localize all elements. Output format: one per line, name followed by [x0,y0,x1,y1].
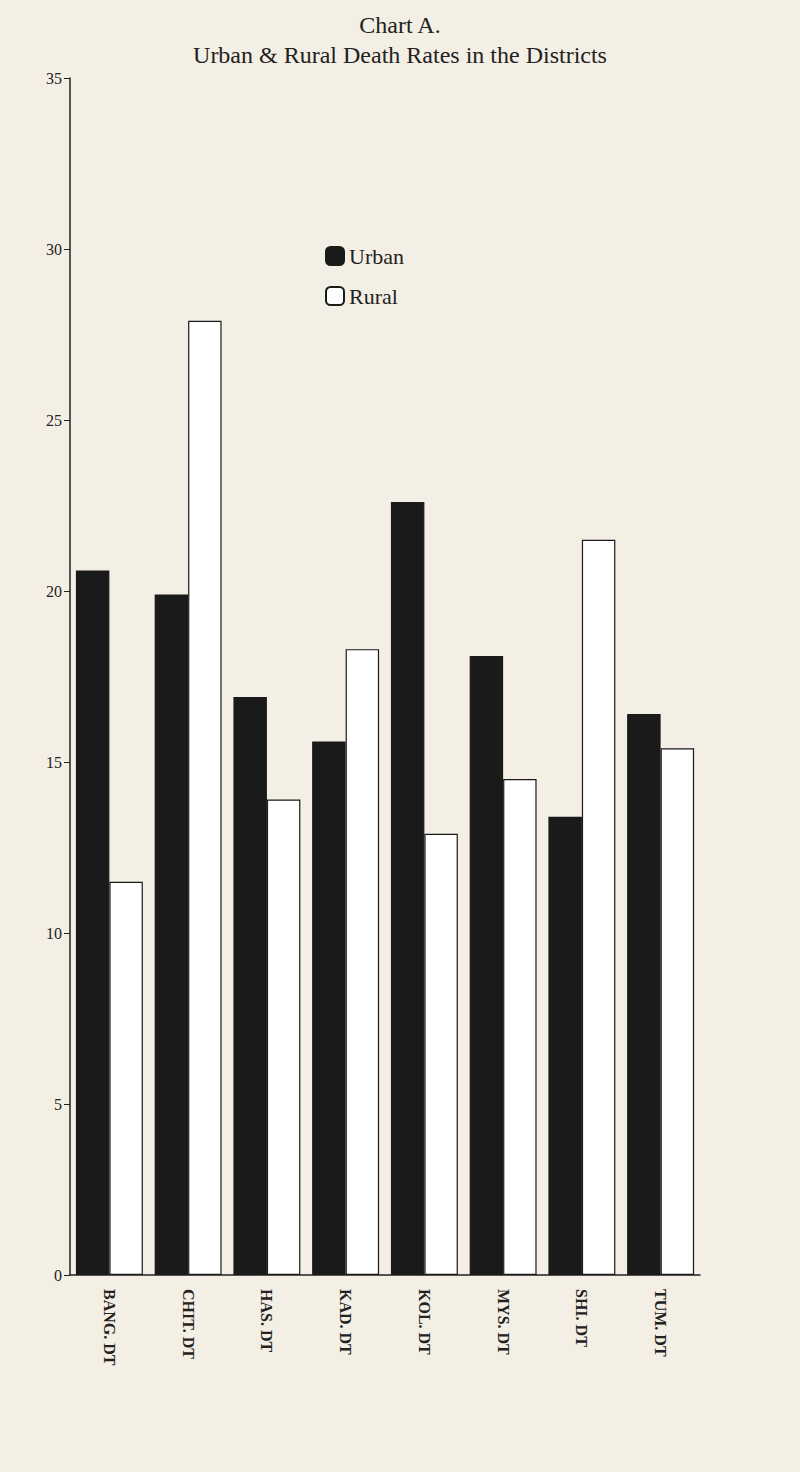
svg-text:Urban: Urban [349,244,404,269]
svg-text:Rural: Rural [349,284,398,309]
svg-text:CHIT. DT: CHIT. DT [180,1289,197,1359]
svg-text:30: 30 [46,241,62,258]
svg-text:HAS. DT: HAS. DT [258,1289,275,1352]
svg-text:0: 0 [54,1267,62,1284]
svg-text:TUM. DT: TUM. DT [652,1289,669,1357]
svg-text:10: 10 [46,925,62,942]
svg-text:Chart A.: Chart A. [359,12,440,38]
svg-text:5: 5 [54,1096,62,1113]
svg-text:Urban & Rural Death Rates in t: Urban & Rural Death Rates in the Distric… [193,42,607,68]
svg-text:20: 20 [46,583,62,600]
svg-text:SHI. DT: SHI. DT [573,1289,590,1347]
svg-text:KAD. DT: KAD. DT [337,1289,354,1355]
svg-text:KOL. DT: KOL. DT [416,1289,433,1355]
svg-text:15: 15 [46,754,62,771]
svg-text:25: 25 [46,412,62,429]
svg-text:BANG. DT: BANG. DT [101,1289,118,1366]
svg-text:MYS. DT: MYS. DT [495,1289,512,1355]
svg-text:35: 35 [46,70,62,87]
